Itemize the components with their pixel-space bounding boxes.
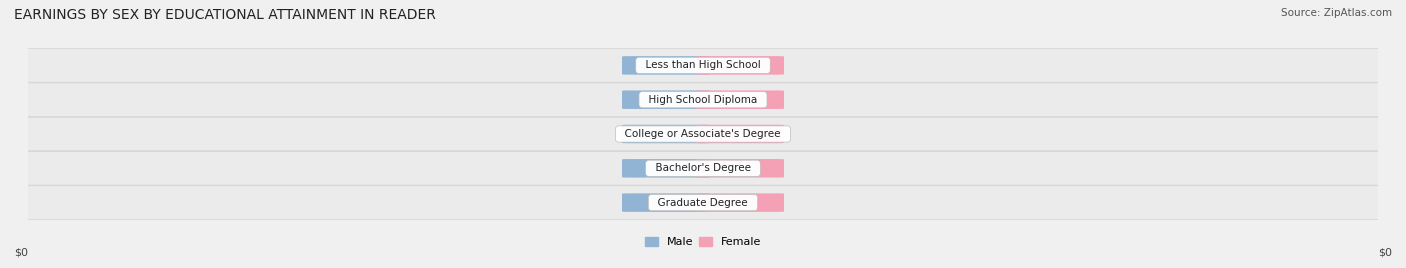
FancyBboxPatch shape: [14, 117, 1392, 151]
FancyBboxPatch shape: [696, 125, 785, 143]
Text: $0: $0: [734, 163, 747, 173]
Text: $0: $0: [734, 60, 747, 70]
Text: EARNINGS BY SEX BY EDUCATIONAL ATTAINMENT IN READER: EARNINGS BY SEX BY EDUCATIONAL ATTAINMEN…: [14, 8, 436, 22]
Text: $0: $0: [734, 129, 747, 139]
FancyBboxPatch shape: [696, 90, 785, 109]
FancyBboxPatch shape: [696, 159, 785, 178]
Text: $0: $0: [659, 129, 672, 139]
FancyBboxPatch shape: [621, 193, 710, 212]
Text: $0: $0: [734, 95, 747, 105]
FancyBboxPatch shape: [14, 83, 1392, 117]
Text: Graduate Degree: Graduate Degree: [651, 198, 755, 208]
FancyBboxPatch shape: [621, 159, 710, 178]
Text: High School Diploma: High School Diploma: [643, 95, 763, 105]
FancyBboxPatch shape: [621, 90, 710, 109]
FancyBboxPatch shape: [696, 193, 785, 212]
FancyBboxPatch shape: [621, 56, 710, 75]
FancyBboxPatch shape: [14, 49, 1392, 82]
Text: $0: $0: [14, 247, 28, 257]
Text: $0: $0: [734, 198, 747, 208]
Text: Less than High School: Less than High School: [638, 60, 768, 70]
FancyBboxPatch shape: [14, 186, 1392, 219]
Legend: Male, Female: Male, Female: [640, 233, 766, 252]
FancyBboxPatch shape: [621, 125, 710, 143]
Text: $0: $0: [659, 95, 672, 105]
Text: $0: $0: [659, 198, 672, 208]
Text: College or Associate's Degree: College or Associate's Degree: [619, 129, 787, 139]
Text: Bachelor's Degree: Bachelor's Degree: [648, 163, 758, 173]
Text: $0: $0: [1378, 247, 1392, 257]
Text: $0: $0: [659, 60, 672, 70]
FancyBboxPatch shape: [696, 56, 785, 75]
Text: Source: ZipAtlas.com: Source: ZipAtlas.com: [1281, 8, 1392, 18]
FancyBboxPatch shape: [14, 151, 1392, 185]
Text: $0: $0: [659, 163, 672, 173]
